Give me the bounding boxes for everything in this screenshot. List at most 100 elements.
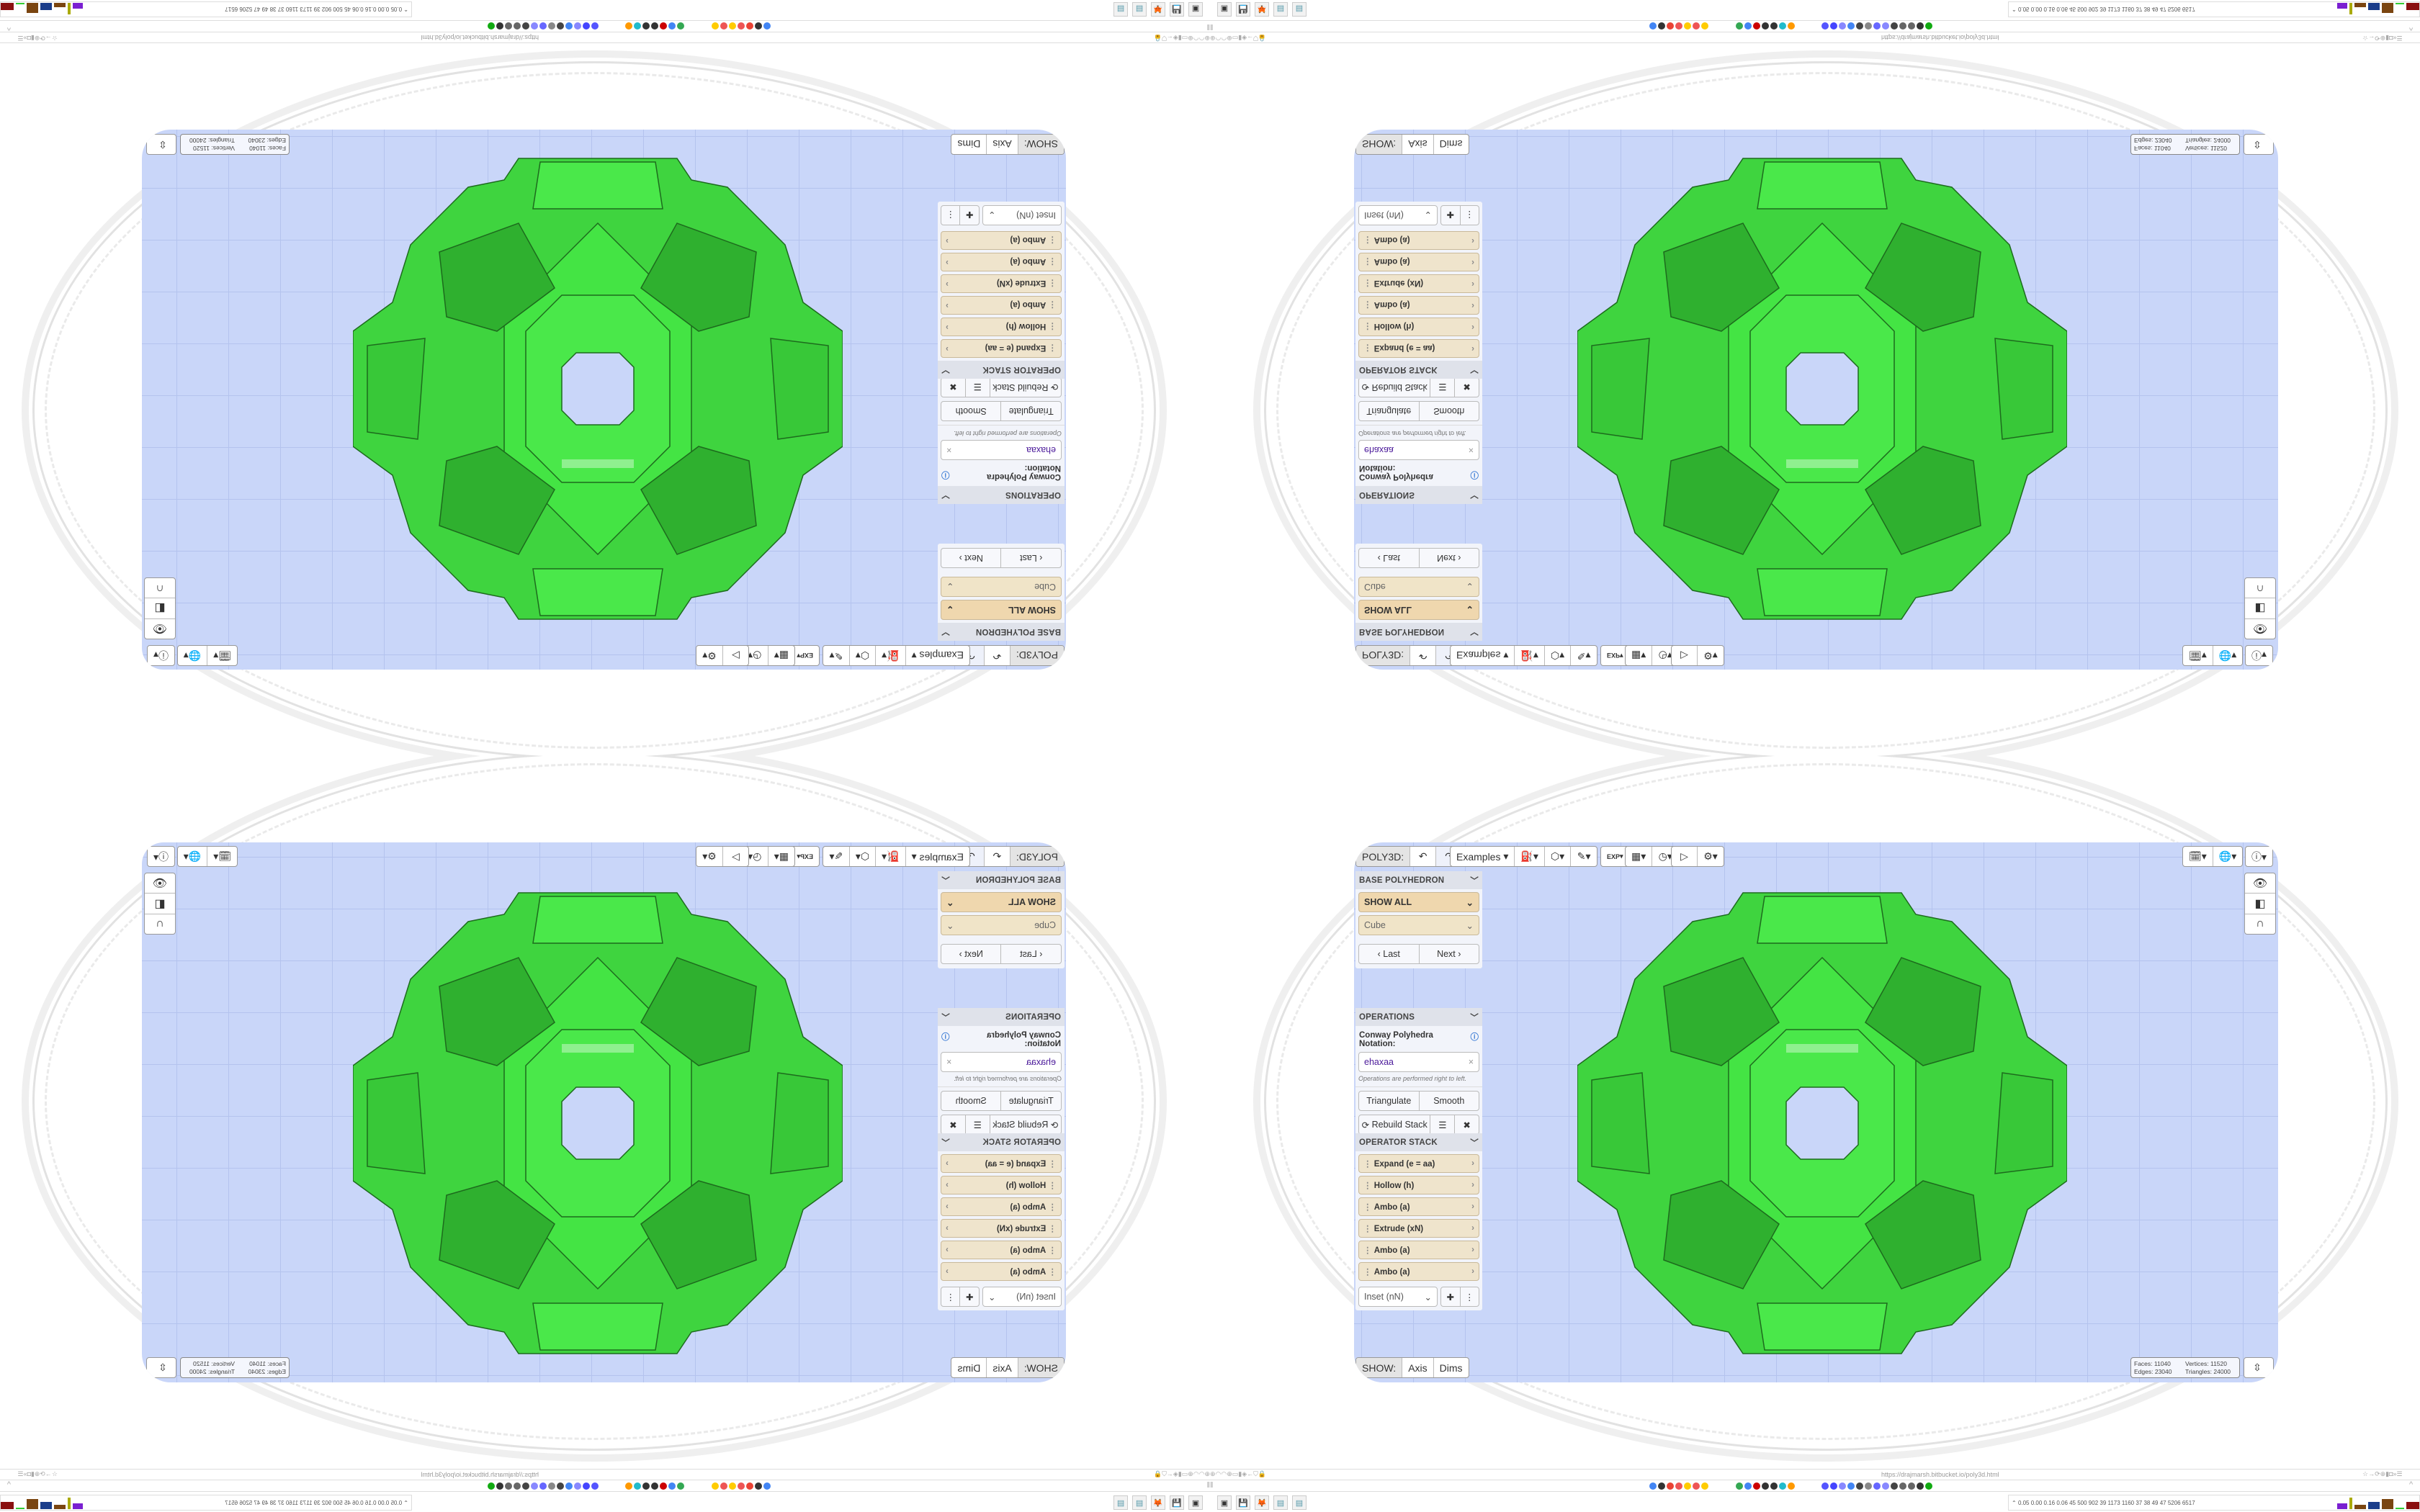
- add-icon[interactable]: ✚: [1441, 206, 1461, 225]
- paint-bucket-icon[interactable]: ⛽▾: [875, 646, 905, 665]
- play-icon[interactable]: ▷: [1672, 646, 1698, 665]
- drag-handle-icon[interactable]: ⋮: [1363, 235, 1374, 244]
- browser-action-icons[interactable]: ☆→⟳⊕▮◘»☰: [17, 1470, 58, 1477]
- drag-handle-icon[interactable]: ⋮: [1046, 257, 1057, 266]
- operator-select[interactable]: Inset (nN) ⌄: [1358, 205, 1438, 225]
- notepad-icon[interactable]: ▤: [1113, 1495, 1128, 1510]
- stack-item[interactable]: ⋮ Ambo (a) ›: [941, 1197, 1062, 1216]
- triangulate-button[interactable]: Triangulate: [1000, 1092, 1061, 1110]
- chevron-up-icon[interactable]: ^: [2409, 23, 2414, 32]
- stack-item[interactable]: ⋮ Extrude (xN) ›: [1358, 1219, 1479, 1238]
- gear-icon[interactable]: ⚙▾: [1703, 650, 1718, 662]
- magnet-icon[interactable]: ∩: [2256, 917, 2264, 930]
- nav-icons[interactable]: ⊕◠◠⊕▭▮◈←⛉🔒: [1153, 35, 1210, 42]
- pencil-icon[interactable]: ✎▾: [829, 650, 843, 662]
- clear-icon[interactable]: ×: [946, 1057, 952, 1067]
- stack-item[interactable]: ⋮ Hollow (h) ›: [1358, 1176, 1479, 1194]
- axis-toggle[interactable]: Axis: [986, 135, 1018, 154]
- operator-select[interactable]: Inset (nN) ⌄: [1358, 1287, 1438, 1307]
- clear-icon[interactable]: ×: [946, 445, 952, 455]
- filter-select[interactable]: SHOW ALL ⌄: [1358, 892, 1479, 912]
- drag-handle-icon[interactable]: ⋮: [1363, 1182, 1374, 1190]
- drag-handle-icon[interactable]: ⋮: [1046, 1246, 1057, 1255]
- 3d-viewport[interactable]: POLY3D: ↶ ↷ Examples ▾ ⛽▾ ⬡▾ ✎▾ EXP▾ ▦▾ …: [142, 130, 1066, 670]
- toggle-icon[interactable]: ◧: [2245, 598, 2275, 618]
- browser-action-icons[interactable]: ☆→⟳⊕▮◘»☰: [2362, 1470, 2403, 1477]
- stack-item[interactable]: ⋮ Ambo (a) ›: [1358, 1262, 1479, 1281]
- notation-input[interactable]: ehaxaa ×: [941, 1052, 1062, 1072]
- clear-icon[interactable]: ×: [1468, 1057, 1474, 1067]
- drag-handle-icon[interactable]: ⋮: [1046, 1182, 1057, 1190]
- undo-button[interactable]: ↶: [983, 847, 1010, 866]
- rebuild-stack-button[interactable]: ⟳ Rebuild Stack: [1359, 378, 1431, 397]
- last-button[interactable]: ‹ Last: [1359, 549, 1420, 567]
- play-icon[interactable]: ▷: [722, 646, 748, 665]
- calendar-clock-icon[interactable]: 🗓▾: [207, 646, 237, 665]
- filter-select[interactable]: SHOW ALL ⌄: [941, 892, 1062, 912]
- stack-item[interactable]: ⋮ Ambo (a) ›: [941, 1241, 1062, 1259]
- calendar-clock-icon[interactable]: 🗓▾: [2183, 847, 2213, 866]
- shape-select[interactable]: Cube ⌄: [941, 915, 1062, 935]
- calendar-icon[interactable]: ▦▾: [1626, 646, 1653, 665]
- examples-menu[interactable]: Examples ▾: [905, 646, 969, 665]
- polyhedron-model[interactable]: [1577, 144, 2067, 634]
- base-polyhedron-header[interactable]: BASE POLYHEDRON ﹀: [938, 623, 1065, 641]
- add-icon[interactable]: ✚: [1441, 1287, 1461, 1306]
- undo-button[interactable]: ↶: [983, 646, 1010, 665]
- drag-handle-icon[interactable]: ⋮: [1363, 257, 1374, 266]
- info-icon[interactable]: ⓘ: [1470, 470, 1479, 479]
- calendar-icon[interactable]: ▦▾: [1626, 847, 1653, 866]
- paint-bucket-icon[interactable]: ⛽▾: [875, 847, 905, 866]
- more-icon[interactable]: ⋮: [946, 1292, 956, 1302]
- cube-icon[interactable]: ⬡▾: [1545, 847, 1572, 866]
- polyhedron-model[interactable]: [353, 144, 843, 634]
- address-bar[interactable]: ⊕◠◠⊕▭▮◈←⛉🔒 https://drajmarsh.bitbucket.i…: [0, 1469, 1210, 1480]
- eye-icon[interactable]: 👁: [2245, 873, 2275, 894]
- examples-menu[interactable]: Examples ▾: [905, 847, 969, 866]
- operator-select[interactable]: Inset (nN) ⌄: [982, 205, 1062, 225]
- address-bar[interactable]: ⊕◠◠⊕▭▮◈←⛉🔒 https://drajmarsh.bitbucket.i…: [1210, 1469, 2420, 1480]
- stack-item[interactable]: ⋮ Hollow (h) ›: [941, 318, 1062, 336]
- operations-header[interactable]: OPERATIONS ﹀: [1355, 1008, 1482, 1026]
- url-text[interactable]: https://drajmarsh.bitbucket.io/poly3d.ht…: [1881, 34, 1999, 41]
- pencil-icon[interactable]: ✎▾: [829, 850, 843, 862]
- fit-view-button[interactable]: ⇳: [146, 134, 176, 155]
- drag-handle-icon[interactable]: ⋮: [1046, 235, 1057, 244]
- info-icon[interactable]: ⓘ▾: [153, 850, 169, 863]
- cube-icon[interactable]: ⬡▾: [848, 847, 876, 866]
- eye-icon[interactable]: 👁: [2245, 618, 2275, 639]
- calendar-icon[interactable]: ▦▾: [767, 847, 794, 866]
- calendar-clock-icon[interactable]: 🗓▾: [2183, 646, 2213, 665]
- more-icon[interactable]: ⋮: [1465, 1292, 1474, 1302]
- stack-item[interactable]: ⋮ Extrude (xN) ›: [941, 1219, 1062, 1238]
- play-icon[interactable]: ▷: [722, 847, 748, 866]
- info-icon[interactable]: ⓘ▾: [153, 649, 169, 662]
- axis-toggle[interactable]: Axis: [986, 1358, 1018, 1377]
- shape-select[interactable]: Cube ⌄: [1358, 577, 1479, 597]
- rebuild-stack-button[interactable]: ⟳ Rebuild Stack: [989, 378, 1061, 397]
- export-icon[interactable]: EXP ▾: [797, 652, 813, 660]
- undo-button[interactable]: ↶: [1410, 646, 1437, 665]
- chevron-up-icon[interactable]: ^: [6, 23, 11, 32]
- globe-icon[interactable]: 🌐▾: [2218, 850, 2237, 862]
- terminal-icon[interactable]: ▣: [1217, 1495, 1232, 1510]
- notation-input[interactable]: ehaxaa ×: [941, 440, 1062, 460]
- nav-icons[interactable]: ⊕◠◠⊕▭▮◈←⛉🔒: [1153, 1470, 1210, 1477]
- list-icon[interactable]: ☰: [1430, 1115, 1456, 1134]
- floppy-icon[interactable]: 💾: [1236, 1495, 1250, 1510]
- dims-toggle[interactable]: Dims: [1439, 138, 1463, 150]
- nav-icons[interactable]: ⊕◠◠⊕▭▮◈←⛉🔒: [1210, 35, 1267, 42]
- 3d-viewport[interactable]: POLY3D: ↶ ↷ Examples ▾ ⛽▾ ⬡▾ ✎▾ EXP▾ ▦▾ …: [1354, 130, 2278, 670]
- stack-item[interactable]: ⋮ Extrude (xN) ›: [1358, 274, 1479, 293]
- collapse-icon[interactable]: ⌃: [402, 6, 408, 13]
- magnet-icon[interactable]: ∩: [156, 917, 164, 930]
- close-icon[interactable]: ✖: [949, 382, 957, 392]
- gear-icon[interactable]: ⚙▾: [702, 850, 717, 862]
- stack-item[interactable]: ⋮ Hollow (h) ›: [941, 1176, 1062, 1194]
- more-icon[interactable]: ⋮: [946, 210, 956, 220]
- operator-stack-header[interactable]: OPERATOR STACK ﹀: [1355, 361, 1482, 379]
- floppy-icon[interactable]: 💾: [1170, 2, 1184, 17]
- list-icon[interactable]: ☰: [964, 1115, 990, 1134]
- add-icon[interactable]: ✚: [959, 206, 979, 225]
- collapse-icon[interactable]: ⌃: [2012, 6, 2018, 13]
